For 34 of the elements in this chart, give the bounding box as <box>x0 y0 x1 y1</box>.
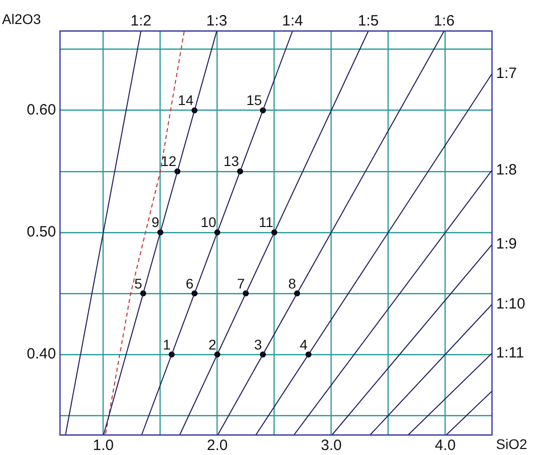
annotation: 8 <box>288 275 296 292</box>
annotation: 5 <box>134 275 142 292</box>
x-axis-title: SiO2 <box>496 436 528 452</box>
series-label: 1:7 <box>496 64 517 82</box>
y-tick-label: 0.50 <box>26 224 56 241</box>
y-tick-label: 0.40 <box>26 346 56 363</box>
series-label: 1:10 <box>496 296 526 313</box>
annotation: 15 <box>246 92 262 108</box>
annotation: 9 <box>152 214 160 230</box>
series-label: 1:2 <box>130 12 152 30</box>
series-label: 1:8 <box>496 161 517 178</box>
annotation: 11 <box>258 214 274 230</box>
annotation: 14 <box>178 92 194 108</box>
annotation: 10 <box>200 214 217 230</box>
annotation: 1 <box>162 336 171 352</box>
series-label: 1:9 <box>496 236 517 253</box>
annotation: 4 <box>300 336 308 352</box>
series-label: 1:4 <box>282 12 303 30</box>
annotation: 3 <box>254 336 262 352</box>
annotation: 12 <box>160 153 177 170</box>
series-label: 1:11 <box>496 344 524 362</box>
x-tick-label: 2.0 <box>206 437 228 454</box>
series-label: 1:3 <box>206 12 228 30</box>
x-tick-label: 1.0 <box>92 437 114 454</box>
annotation: 7 <box>236 275 245 292</box>
annotation: 2 <box>208 336 216 352</box>
series-label: 1:6 <box>434 12 455 30</box>
x-tick-label: 3.0 <box>320 437 342 454</box>
annotation: 13 <box>224 153 240 170</box>
y-axis-title: Al2O3 <box>2 10 42 27</box>
y-tick-label: 0.60 <box>26 101 56 118</box>
annotation: 6 <box>186 275 194 292</box>
x-tick-label: 4.0 <box>434 437 456 454</box>
series-label: 1:5 <box>358 12 379 30</box>
